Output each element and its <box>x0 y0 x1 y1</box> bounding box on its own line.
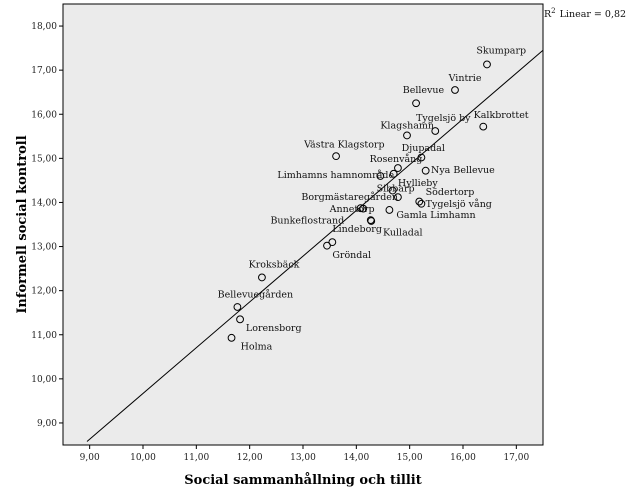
point-label: Skumparp <box>476 45 526 56</box>
y-axis-label: Informell social kontroll <box>15 135 30 313</box>
data-point <box>415 197 424 206</box>
point-label: Bellevuegården <box>218 288 294 300</box>
y-tick-label: 10,00 <box>31 375 57 385</box>
x-tick-label: 17,00 <box>503 453 529 463</box>
y-tick-label: 14,00 <box>31 198 57 208</box>
data-point <box>236 315 244 324</box>
r2-value: Linear = 0,823 <box>560 9 626 20</box>
point-label: Borgmästaregården <box>301 191 398 203</box>
point-label: Limhamns hamnområde <box>277 169 394 181</box>
point-label: Rosenvång <box>370 153 423 165</box>
point-labels: SkumparpVintrieBellevueKalkbrottetTygels… <box>218 45 529 352</box>
data-point <box>394 193 402 202</box>
point-label: Hyllieby <box>398 178 438 189</box>
point-label: Kroksbäck <box>249 260 300 271</box>
data-point <box>403 131 411 140</box>
data-point <box>394 164 402 172</box>
x-tick-label: 11,00 <box>183 453 209 463</box>
y-tick-label: 15,00 <box>31 154 57 164</box>
data-point <box>388 186 397 195</box>
r2-exponent: 2 <box>551 7 555 15</box>
y-tick-label: 11,00 <box>31 331 57 341</box>
y-tick-label: 18,00 <box>31 22 57 32</box>
point-label: Södertorp <box>426 187 475 198</box>
y-axis: 9,00 10,00 11,00 12,00 13,00 14,00 15,00 16,00 1… <box>31 22 63 429</box>
data-point <box>328 238 337 247</box>
data-point <box>417 199 426 208</box>
point-label: Bellevue <box>403 85 445 96</box>
x-axis-label: Social sammanhållning och tillit <box>184 472 421 488</box>
data-point <box>227 333 236 342</box>
data-point <box>431 127 440 135</box>
point-label: Klagshamn <box>380 120 434 131</box>
point-label: Västra Klagstorp <box>303 139 385 150</box>
y-tick-label: 9,00 <box>37 419 57 429</box>
data-point <box>483 60 491 69</box>
point-label: Kalkbrottet <box>474 110 529 121</box>
point-label: Vintrie <box>448 73 482 84</box>
point-label: Bunkeflostrand <box>270 216 344 227</box>
data-point <box>367 217 376 225</box>
y-tick-label: 13,00 <box>31 243 57 253</box>
r2-annotation: R2 Linear = 0,823 <box>544 7 626 20</box>
y-tick-label: 17,00 <box>31 66 57 76</box>
point-label: Holma <box>241 341 273 352</box>
data-point <box>417 153 426 162</box>
data-point <box>376 172 385 180</box>
plot-area <box>62 3 544 446</box>
x-tick-label: 14,00 <box>343 453 369 463</box>
data-point <box>332 152 340 161</box>
data-point <box>359 204 368 213</box>
point-label: Tygelsjö by <box>416 113 471 124</box>
point-label: Lindeborg <box>332 224 382 235</box>
x-axis: 9,00 10,00 11,00 12,00 13,00 14,00 15,00 16,00 1… <box>80 445 529 463</box>
point-label: Sibbarp <box>377 183 415 194</box>
data-point <box>421 166 430 175</box>
data-point <box>451 86 459 94</box>
data-point <box>258 273 266 282</box>
x-tick-label: 9,00 <box>80 453 100 463</box>
linear-fit-line <box>86 49 544 442</box>
data-point <box>233 303 242 311</box>
x-tick-label: 12,00 <box>237 453 263 463</box>
point-label: Djupadal <box>402 143 445 154</box>
point-label: Tygelsjö vång <box>426 198 492 210</box>
data-point <box>389 169 398 178</box>
data-points <box>227 60 491 342</box>
x-tick-label: 10,00 <box>130 453 156 463</box>
x-tick-label: 13,00 <box>290 453 316 463</box>
point-label: Gamla Limhamn <box>396 210 475 221</box>
x-tick-label: 16,00 <box>450 453 476 463</box>
point-label: Gröndal <box>332 250 371 261</box>
data-point <box>479 122 488 131</box>
data-point <box>356 204 365 213</box>
point-label: Kulladal <box>383 228 423 239</box>
x-tick-label: 15,00 <box>397 453 423 463</box>
point-label: Lorensborg <box>246 323 302 334</box>
data-point <box>385 206 394 214</box>
data-point <box>323 241 331 250</box>
point-label: Annetorp <box>329 204 375 215</box>
r2-label: R <box>544 9 552 20</box>
y-tick-label: 16,00 <box>31 110 57 120</box>
point-label: Nya Bellevue <box>431 165 495 176</box>
data-point <box>412 99 420 108</box>
y-tick-label: 12,00 <box>31 287 57 297</box>
